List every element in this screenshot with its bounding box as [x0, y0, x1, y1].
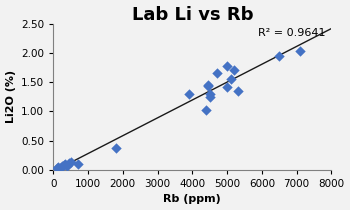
Point: [113, 146, 119, 149]
Point: [68, 161, 74, 164]
Title: Lab Li vs Rb: Lab Li vs Rb: [132, 5, 253, 24]
Point: [61, 164, 66, 167]
X-axis label: Rb (ppm): Rb (ppm): [163, 194, 221, 205]
Point: [54, 167, 60, 170]
Point: [207, 95, 212, 98]
Y-axis label: Li2O (%): Li2O (%): [6, 70, 15, 123]
Point: [207, 92, 212, 96]
Point: [64, 164, 70, 167]
Point: [228, 77, 233, 81]
Point: [276, 54, 282, 58]
Point: [63, 162, 68, 166]
Point: [59, 165, 65, 168]
Point: [56, 165, 61, 169]
Point: [224, 64, 230, 67]
Point: [214, 72, 219, 75]
Point: [224, 85, 230, 89]
Point: [66, 161, 72, 164]
Point: [205, 85, 211, 88]
Point: [297, 50, 303, 53]
Point: [203, 109, 209, 112]
Point: [231, 69, 237, 72]
Point: [75, 162, 80, 166]
Point: [235, 89, 240, 93]
Text: R² = 0.9641: R² = 0.9641: [258, 28, 326, 38]
Point: [186, 92, 192, 96]
Point: [57, 166, 63, 169]
Point: [205, 83, 211, 87]
